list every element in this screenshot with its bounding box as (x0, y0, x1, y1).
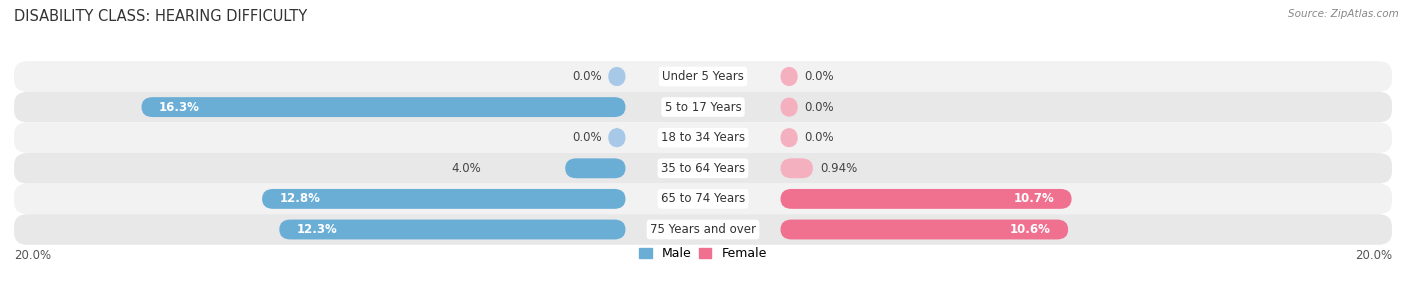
Text: 5 to 17 Years: 5 to 17 Years (665, 101, 741, 114)
Text: 20.0%: 20.0% (14, 249, 51, 262)
FancyBboxPatch shape (780, 128, 797, 148)
FancyBboxPatch shape (14, 61, 1392, 92)
FancyBboxPatch shape (14, 184, 1392, 214)
FancyBboxPatch shape (780, 97, 797, 117)
FancyBboxPatch shape (780, 189, 1071, 209)
Text: 10.7%: 10.7% (1014, 192, 1054, 205)
FancyBboxPatch shape (780, 67, 797, 86)
Text: 65 to 74 Years: 65 to 74 Years (661, 192, 745, 205)
Text: DISABILITY CLASS: HEARING DIFFICULTY: DISABILITY CLASS: HEARING DIFFICULTY (14, 9, 308, 24)
Legend: Male, Female: Male, Female (640, 247, 766, 260)
Text: 12.3%: 12.3% (297, 223, 337, 236)
Text: 10.6%: 10.6% (1010, 223, 1050, 236)
FancyBboxPatch shape (14, 214, 1392, 245)
FancyBboxPatch shape (14, 122, 1392, 153)
Text: 12.8%: 12.8% (280, 192, 321, 205)
FancyBboxPatch shape (142, 97, 626, 117)
FancyBboxPatch shape (609, 67, 626, 86)
FancyBboxPatch shape (565, 159, 626, 178)
Text: Under 5 Years: Under 5 Years (662, 70, 744, 83)
Text: 0.0%: 0.0% (572, 131, 602, 144)
Text: 75 Years and over: 75 Years and over (650, 223, 756, 236)
Text: Source: ZipAtlas.com: Source: ZipAtlas.com (1288, 9, 1399, 19)
FancyBboxPatch shape (14, 153, 1392, 184)
Text: 0.0%: 0.0% (804, 101, 834, 114)
Text: 0.94%: 0.94% (820, 162, 858, 175)
Text: 0.0%: 0.0% (804, 131, 834, 144)
Text: 0.0%: 0.0% (804, 70, 834, 83)
FancyBboxPatch shape (280, 220, 626, 239)
Text: 18 to 34 Years: 18 to 34 Years (661, 131, 745, 144)
Text: 0.0%: 0.0% (572, 70, 602, 83)
FancyBboxPatch shape (262, 189, 626, 209)
FancyBboxPatch shape (780, 159, 813, 178)
FancyBboxPatch shape (609, 128, 626, 148)
Text: 16.3%: 16.3% (159, 101, 200, 114)
Text: 4.0%: 4.0% (451, 162, 481, 175)
Text: 20.0%: 20.0% (1355, 249, 1392, 262)
FancyBboxPatch shape (14, 92, 1392, 122)
FancyBboxPatch shape (780, 220, 1069, 239)
Text: 35 to 64 Years: 35 to 64 Years (661, 162, 745, 175)
